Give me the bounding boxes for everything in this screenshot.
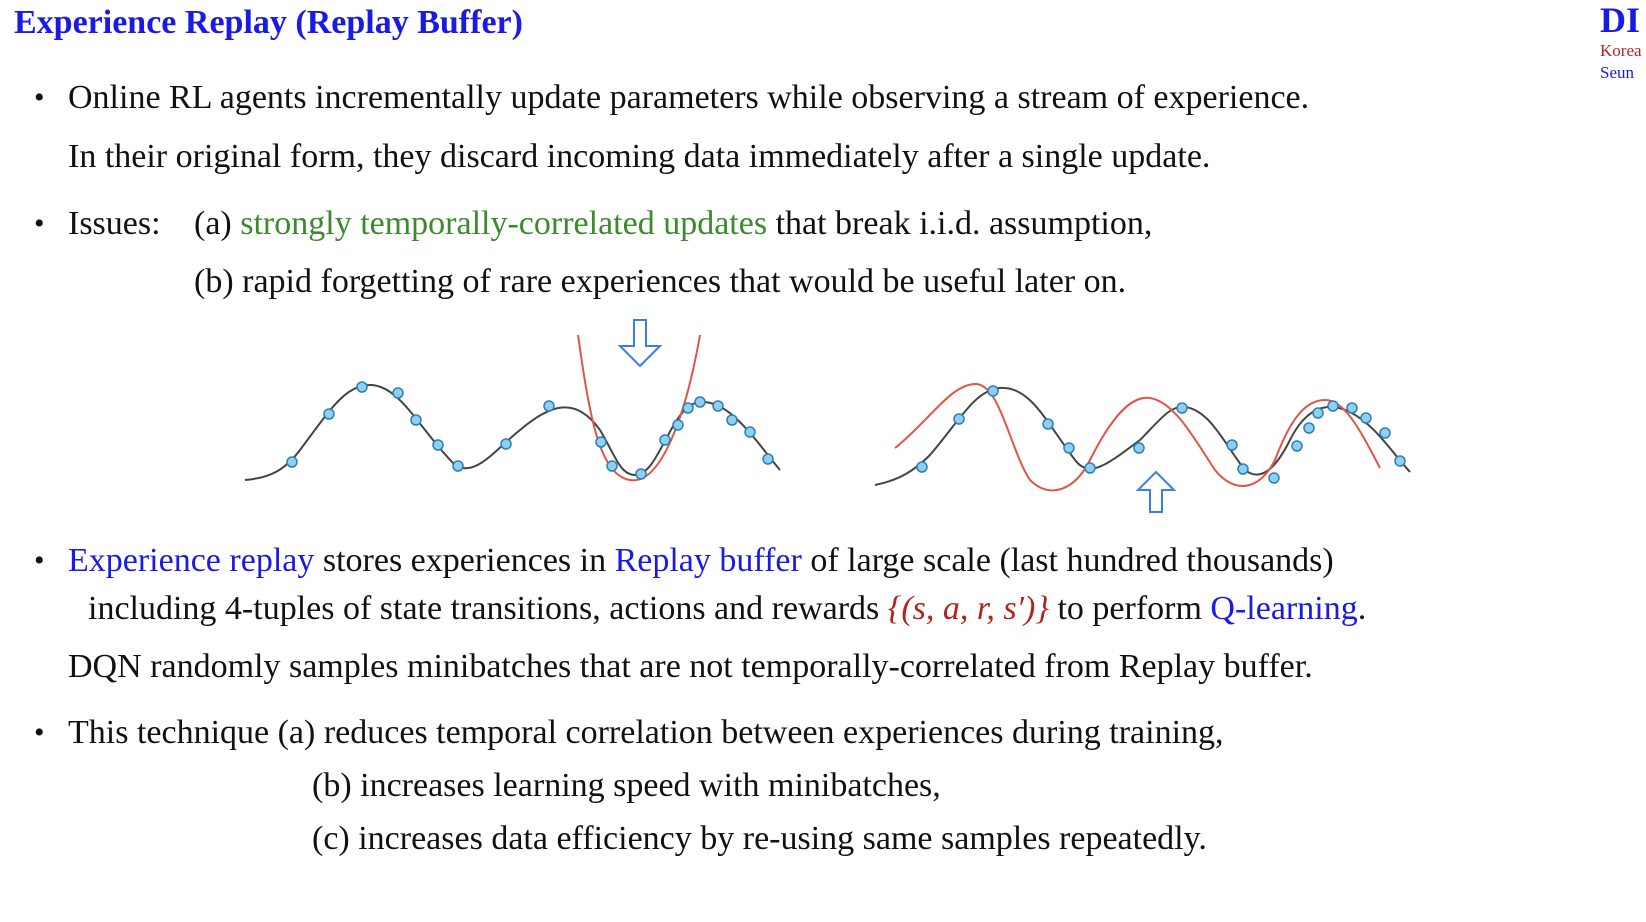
sample-point: [1291, 440, 1303, 452]
sample-point: [1312, 407, 1324, 419]
bullet3-text2: of large scale (last hundred thousands): [801, 542, 1334, 579]
sample-point: [1226, 439, 1238, 451]
bullet3-line1: Experience replay stores experiences in …: [68, 541, 1334, 581]
sample-point: [1346, 402, 1358, 414]
bullet3-line2: including 4-tuples of state transitions,…: [88, 589, 1366, 629]
bullet-dot: •: [34, 716, 45, 749]
sample-point: [392, 387, 404, 399]
sample-point: [543, 400, 555, 412]
bullet3-text3: including 4-tuples of state transitions,…: [88, 590, 888, 627]
global-fit-curve: [894, 382, 1381, 492]
sample-point: [1394, 455, 1406, 467]
bullet4-line2: (b) increases learning speed with miniba…: [312, 767, 941, 804]
bullet1-line1: Online RL agents incrementally update pa…: [68, 79, 1310, 116]
sample-point: [682, 402, 694, 414]
logo-text-line2: Seun: [1600, 63, 1634, 82]
sample-point: [694, 396, 706, 408]
sample-point: [432, 439, 444, 451]
sample-point: [659, 434, 671, 446]
bullet-dot: •: [34, 544, 45, 577]
sample-point: [916, 461, 928, 473]
sample-point: [1268, 472, 1280, 484]
bullet1-line2: In their original form, they discard inc…: [68, 138, 1211, 175]
sample-point: [744, 426, 756, 438]
figure-right-panel: [874, 382, 1411, 492]
sample-point: [1379, 427, 1391, 439]
sample-point: [1042, 418, 1054, 430]
figure-left-panel: [244, 334, 781, 482]
sample-point: [323, 408, 335, 420]
replay-buffer-term: Replay buffer: [614, 542, 802, 579]
sample-point: [953, 413, 965, 425]
sample-point: [1360, 412, 1372, 424]
institution-logo: DI Korea Seun: [1600, 0, 1642, 84]
bullet2-item-b: (b) rapid forgetting of rare experiences…: [194, 263, 1127, 300]
sample-point: [726, 414, 738, 426]
logo-mark: DI: [1600, 0, 1641, 40]
experience-replay-term: Experience replay: [68, 542, 315, 579]
sample-point: [1063, 442, 1075, 454]
slide-title: Experience Replay (Replay Buffer): [14, 4, 523, 41]
bullet2-a-suffix: that break i.i.d. assumption,: [767, 205, 1153, 242]
sample-point: [672, 419, 684, 431]
sample-point: [286, 456, 298, 468]
sample-point: [606, 460, 618, 472]
sample-point: [987, 385, 999, 397]
bullet2-a-prefix: (a): [194, 205, 241, 242]
sample-point: [1327, 400, 1339, 412]
sample-point: [762, 453, 774, 465]
bullet3-line3: DQN randomly samples minibatches that ar…: [68, 648, 1313, 685]
sample-point: [1133, 442, 1145, 454]
bullet-dot: •: [34, 81, 45, 114]
q-learning-term: Q-learning: [1210, 590, 1358, 627]
up-arrow-icon: [1135, 470, 1177, 513]
bullet3-text5: .: [1357, 590, 1367, 627]
sample-point: [1084, 462, 1096, 474]
bullet2-item-a: (a) strongly temporally-correlated updat…: [194, 204, 1152, 244]
sample-point: [410, 414, 422, 426]
down-arrow-icon: [617, 319, 663, 368]
bullet2-label: Issues:: [68, 205, 161, 242]
sample-point: [1303, 422, 1315, 434]
sample-point: [452, 460, 464, 472]
bullet4-line3: (c) increases data efficiency by re-usin…: [312, 820, 1207, 857]
bullet-dot: •: [34, 207, 45, 240]
sample-point: [712, 400, 724, 412]
sample-point: [635, 468, 647, 480]
bullet4-line1: This technique (a) reduces temporal corr…: [68, 714, 1224, 751]
local-fit-curve: [577, 334, 701, 482]
sample-point: [1176, 402, 1188, 414]
transition-tuple: {(s, a, r, s′)}: [887, 590, 1049, 627]
bullet3-text4: to perform: [1048, 590, 1211, 627]
bullet2-a-highlight: strongly temporally-correlated updates: [240, 205, 768, 242]
sample-point: [1237, 463, 1249, 475]
sample-point: [356, 381, 368, 393]
bullet3-text1: stores experiences in: [314, 542, 615, 579]
logo-text-line1: Korea: [1600, 41, 1642, 60]
sample-point: [595, 436, 607, 448]
sample-point: [500, 438, 512, 450]
